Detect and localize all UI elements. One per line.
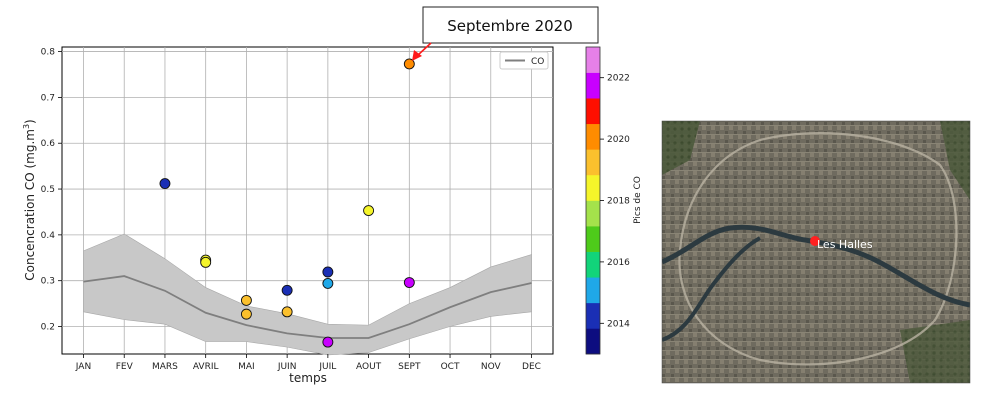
park-area xyxy=(900,320,970,383)
colorbar-tick-label: 2020 xyxy=(607,135,630,145)
annotation: Septembre 2020 xyxy=(412,6,599,61)
colorbar-tick-label: 2018 xyxy=(607,197,630,207)
colorbar-cell xyxy=(586,226,600,252)
annotation-box xyxy=(422,6,599,44)
data-point xyxy=(322,266,334,278)
colorbar-cell xyxy=(586,302,600,329)
park-area xyxy=(940,121,970,200)
x-tick-label: MAI xyxy=(238,362,255,372)
data-point xyxy=(200,256,212,268)
data-point xyxy=(240,294,252,306)
data-point xyxy=(403,58,415,70)
colorbar-cell xyxy=(586,277,600,304)
data-point xyxy=(281,306,293,318)
seine-river xyxy=(662,236,761,342)
colorbar-ticks: 2014 2016 2018 2020 2022 xyxy=(600,74,630,329)
colorbar-label: Pics de CO xyxy=(633,176,643,224)
data-point xyxy=(322,277,334,289)
y-tick-label: 0.8 xyxy=(41,48,56,58)
co-mean-line xyxy=(83,275,532,339)
y-tick-label: 0.4 xyxy=(41,231,56,241)
map-frame xyxy=(661,120,971,384)
y-tick-label: 0.3 xyxy=(41,277,55,287)
x-tick-label: OCT xyxy=(441,362,460,372)
ring-road xyxy=(678,132,958,366)
x-tick-label: AVRIL xyxy=(193,362,219,372)
colorbar-tick-label: 2022 xyxy=(607,74,630,84)
colorbar-cell xyxy=(586,149,600,176)
location-label: Les Halles xyxy=(817,238,873,251)
colorbar: 2014 2016 2018 2020 2022 Pics de CO xyxy=(585,46,643,355)
x-tick-label: AOUT xyxy=(356,362,382,372)
data-point xyxy=(322,336,334,348)
data-point xyxy=(403,277,415,288)
data-point xyxy=(240,308,252,320)
data-point xyxy=(281,284,293,296)
legend-label: CO xyxy=(531,57,544,67)
colorbar-cell xyxy=(586,200,600,227)
annotation-text: Septembre 2020 xyxy=(447,17,573,35)
data-point xyxy=(363,205,375,217)
annotation-arrow-head xyxy=(412,50,422,61)
seine-river xyxy=(662,224,970,308)
colorbar-tick-label: 2014 xyxy=(607,319,630,329)
x-tick-labels: JAN FEV MARS AVRIL MAI JUIN JUIL AOUT SEPT OCT NOV… xyxy=(75,354,541,372)
y-tick-label: 0.2 xyxy=(41,323,55,333)
x-tick-label: DEC xyxy=(522,362,541,372)
colorbar-cells xyxy=(586,47,600,355)
colorbar-cell xyxy=(586,123,600,150)
colorbar-tick-label: 2016 xyxy=(607,258,630,268)
colorbar-cell xyxy=(586,251,600,278)
y-tick-labels: 0.2 0.3 0.4 0.5 0.6 0.7 0.8 xyxy=(41,48,62,333)
x-tick-label: JUIN xyxy=(277,362,297,372)
y-tick-label: 0.5 xyxy=(41,185,55,195)
location-marker xyxy=(810,236,820,246)
data-point xyxy=(159,178,171,189)
park-area xyxy=(662,121,700,175)
y-tick-label: 0.7 xyxy=(41,93,55,103)
colorbar-cell xyxy=(586,174,600,201)
y-tick-label: 0.6 xyxy=(41,139,56,149)
x-axis-label: temps xyxy=(289,371,327,385)
x-tick-label: FEV xyxy=(116,362,134,372)
x-tick-label: MARS xyxy=(152,362,178,372)
data-points xyxy=(159,58,415,348)
y-axis-label: Concencration CO (mg.m3) xyxy=(22,119,37,281)
legend: CO xyxy=(499,51,549,70)
x-tick-label: JUIL xyxy=(318,362,336,372)
plot-area: JAN FEV MARS AVRIL MAI JUIN JUIL AOUT SEPT OCT NOV… xyxy=(41,46,554,372)
satellite-map: Les Halles xyxy=(661,120,971,384)
annotation-arrow xyxy=(417,42,432,56)
x-tick-label: NOV xyxy=(481,362,502,372)
x-tick-label: JAN xyxy=(75,362,91,372)
colorbar-cell xyxy=(586,72,600,99)
colorbar-cell xyxy=(586,47,600,73)
colorbar-cell xyxy=(586,328,600,355)
colorbar-cell xyxy=(586,98,600,125)
x-tick-label: SEPT xyxy=(398,362,421,372)
confidence-band xyxy=(83,233,532,356)
